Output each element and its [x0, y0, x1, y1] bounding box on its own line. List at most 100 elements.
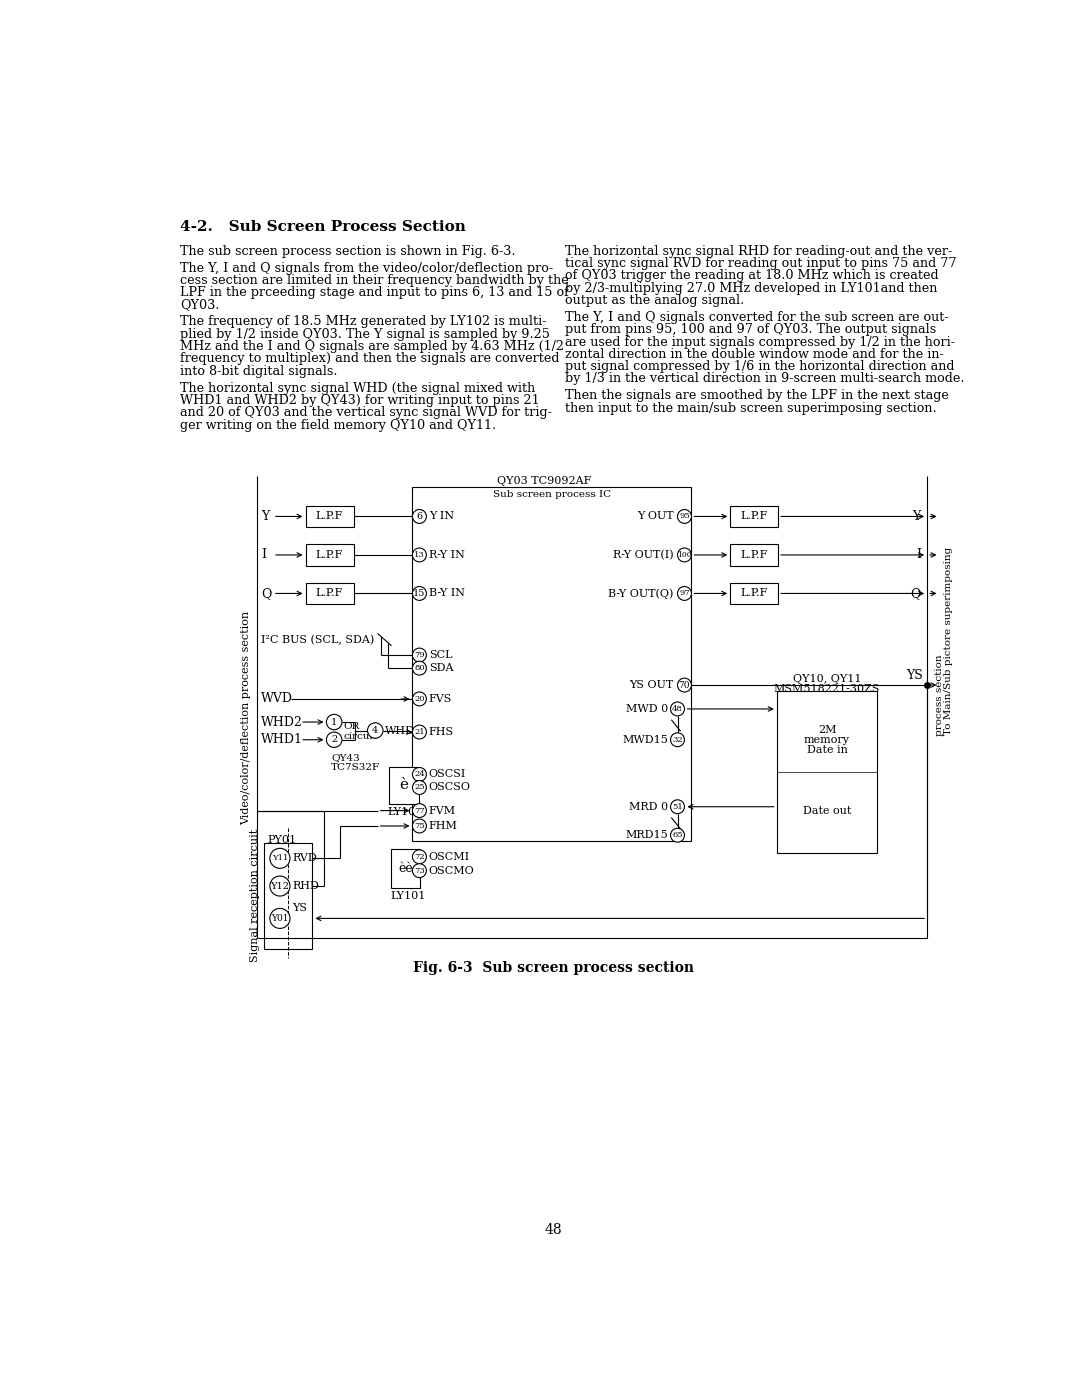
- Text: FHS: FHS: [429, 726, 454, 738]
- Text: QY03 TC9092AF: QY03 TC9092AF: [497, 476, 592, 486]
- Circle shape: [413, 661, 427, 675]
- Text: è: è: [400, 778, 408, 792]
- Bar: [389, 767, 419, 803]
- Circle shape: [413, 863, 427, 877]
- Text: 24: 24: [414, 770, 424, 778]
- Bar: [730, 583, 779, 605]
- Bar: [265, 842, 312, 949]
- Circle shape: [413, 781, 427, 795]
- Bar: [730, 545, 779, 566]
- Text: MRD15: MRD15: [625, 830, 669, 840]
- Text: I: I: [261, 549, 267, 562]
- Text: 51: 51: [672, 803, 683, 810]
- Text: WHD1: WHD1: [261, 733, 303, 746]
- Text: PY01: PY01: [268, 835, 297, 845]
- Text: ger writing on the field memory QY10 and QY11.: ger writing on the field memory QY10 and…: [180, 419, 496, 432]
- Text: LY102: LY102: [388, 806, 423, 817]
- Text: L.P.F: L.P.F: [315, 588, 343, 598]
- Text: WHD1 and WHD2 by QY43) for writing input to pins 21: WHD1 and WHD2 by QY43) for writing input…: [180, 394, 540, 407]
- Text: The Y, I and Q signals converted for the sub screen are out-: The Y, I and Q signals converted for the…: [565, 312, 948, 324]
- Text: 95: 95: [679, 513, 690, 521]
- Text: plied by 1/2 inside QY03. The Y signal is sampled by 9.25: plied by 1/2 inside QY03. The Y signal i…: [180, 328, 550, 341]
- Text: LPF in the prceeding stage and input to pins 6, 13 and 15 of: LPF in the prceeding stage and input to …: [180, 286, 569, 299]
- Text: 13: 13: [414, 550, 424, 559]
- Text: The frequency of 18.5 MHz generated by LY102 is multi-: The frequency of 18.5 MHz generated by L…: [180, 316, 546, 328]
- Text: OSCSI: OSCSI: [429, 770, 467, 780]
- Text: 65: 65: [672, 831, 683, 840]
- Circle shape: [413, 819, 427, 833]
- Text: L.P.F: L.P.F: [315, 511, 343, 521]
- Text: zontal direction in the double window mode and for the in-: zontal direction in the double window mo…: [565, 348, 944, 360]
- Text: FVM: FVM: [429, 806, 456, 816]
- Text: by 2/3-multiplying 27.0 MHz developed in LY101and then: by 2/3-multiplying 27.0 MHz developed in…: [565, 282, 937, 295]
- Text: R-Y IN: R-Y IN: [429, 550, 464, 560]
- Text: YS: YS: [906, 669, 923, 682]
- Text: 4: 4: [373, 726, 378, 735]
- Text: memory: memory: [805, 735, 850, 745]
- Text: 6: 6: [417, 511, 422, 521]
- Bar: [306, 545, 353, 566]
- Text: The sub screen process section is shown in Fig. 6-3.: The sub screen process section is shown …: [180, 244, 515, 257]
- Text: Date in: Date in: [807, 745, 848, 754]
- Text: process section: process section: [935, 654, 944, 736]
- Text: Signal reception circuit: Signal reception circuit: [251, 828, 260, 963]
- Circle shape: [413, 767, 427, 781]
- Text: RHD: RHD: [293, 882, 320, 891]
- Text: 48: 48: [544, 1222, 563, 1236]
- Text: The horizontal sync signal RHD for reading-out and the ver-: The horizontal sync signal RHD for readi…: [565, 244, 953, 257]
- Text: MHz and the I and Q signals are sampled by 4.63 MHz (1/2: MHz and the I and Q signals are sampled …: [180, 339, 564, 353]
- Text: 97: 97: [679, 590, 690, 598]
- Text: 70: 70: [678, 680, 690, 690]
- Text: 77: 77: [414, 806, 424, 814]
- Circle shape: [413, 648, 427, 662]
- Bar: [306, 583, 353, 605]
- Circle shape: [677, 587, 691, 601]
- Text: into 8-bit digital signals.: into 8-bit digital signals.: [180, 365, 337, 377]
- Text: TC7S32F: TC7S32F: [332, 763, 380, 773]
- Text: 4-2.   Sub Screen Process Section: 4-2. Sub Screen Process Section: [180, 219, 465, 235]
- Bar: [413, 488, 691, 841]
- Text: 2M: 2M: [818, 725, 836, 735]
- Text: 48: 48: [672, 705, 683, 712]
- Text: LY101: LY101: [391, 891, 427, 901]
- Text: Y OUT: Y OUT: [637, 511, 674, 521]
- Text: L.P.F: L.P.F: [741, 550, 768, 560]
- Text: OSCSO: OSCSO: [429, 782, 471, 792]
- Text: Video/color/deflection process section: Video/color/deflection process section: [242, 610, 252, 826]
- Circle shape: [413, 587, 427, 601]
- Circle shape: [671, 828, 685, 842]
- Text: 73: 73: [414, 866, 424, 875]
- Text: cess section are limited in their frequency bandwidth by the: cess section are limited in their freque…: [180, 274, 569, 286]
- Text: of QY03 trigger the reading at 18.0 MHz which is created: of QY03 trigger the reading at 18.0 MHz …: [565, 270, 939, 282]
- Text: Q: Q: [910, 587, 921, 599]
- Text: then input to the main/sub screen superimposing section.: then input to the main/sub screen superi…: [565, 402, 936, 415]
- Circle shape: [671, 733, 685, 746]
- Text: Y12: Y12: [270, 882, 289, 890]
- Circle shape: [326, 714, 342, 729]
- Bar: [777, 692, 877, 854]
- Text: MSM518221-30ZS: MSM518221-30ZS: [774, 685, 880, 694]
- Circle shape: [326, 732, 342, 747]
- Text: output as the analog signal.: output as the analog signal.: [565, 293, 744, 307]
- Text: 80: 80: [414, 664, 424, 672]
- Circle shape: [677, 678, 691, 692]
- Text: put from pins 95, 100 and 97 of QY03. The output signals: put from pins 95, 100 and 97 of QY03. Th…: [565, 323, 936, 337]
- Text: RVD: RVD: [293, 854, 318, 863]
- Text: Sub screen process IC: Sub screen process IC: [492, 489, 611, 499]
- Bar: [391, 849, 420, 887]
- Text: Q: Q: [261, 587, 272, 599]
- Text: put signal compressed by 1/6 in the horizontal direction and: put signal compressed by 1/6 in the hori…: [565, 360, 955, 373]
- Circle shape: [677, 548, 691, 562]
- Text: Y11: Y11: [272, 855, 288, 862]
- Text: Y: Y: [261, 510, 270, 522]
- Text: L.P.F: L.P.F: [741, 511, 768, 521]
- Text: The Y, I and Q signals from the video/color/deflection pro-: The Y, I and Q signals from the video/co…: [180, 261, 553, 275]
- Bar: [306, 506, 353, 527]
- Text: L.P.F: L.P.F: [741, 588, 768, 598]
- Text: The horizontal sync signal WHD (the signal mixed with: The horizontal sync signal WHD (the sign…: [180, 381, 536, 395]
- Text: QY10, QY11: QY10, QY11: [793, 675, 862, 685]
- Text: frequency to multiplex) and then the signals are converted: frequency to multiplex) and then the sig…: [180, 352, 559, 366]
- Text: 20: 20: [414, 694, 424, 703]
- Text: To Main/Sub pictore superimposing: To Main/Sub pictore superimposing: [944, 548, 954, 735]
- Text: FHM: FHM: [429, 821, 458, 831]
